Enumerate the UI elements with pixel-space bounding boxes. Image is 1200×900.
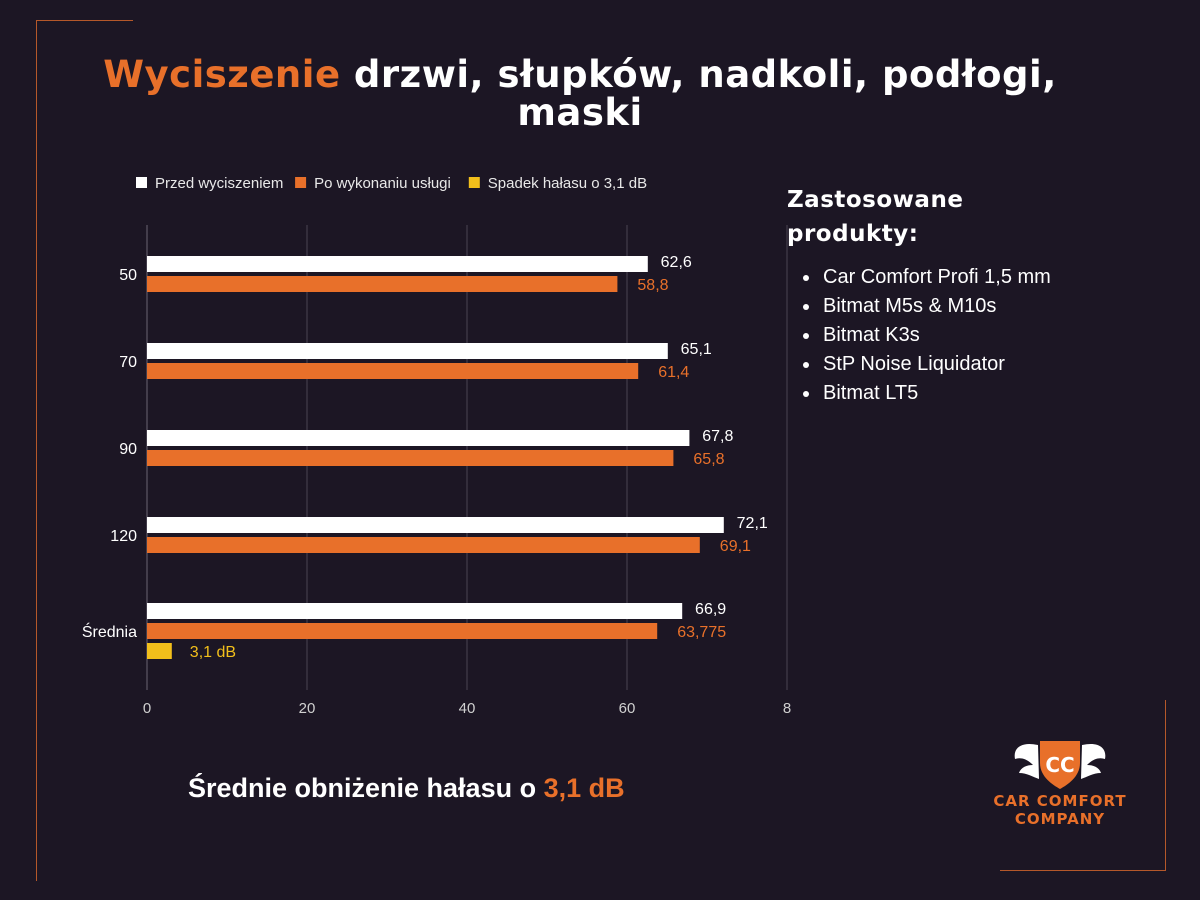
data-label: 65,8 bbox=[693, 451, 724, 468]
data-label: 66,9 bbox=[695, 601, 726, 618]
legend-label: Przed wyciszeniem bbox=[155, 175, 283, 192]
category-label: 50 bbox=[119, 267, 137, 284]
winged-shield-icon: CC bbox=[1014, 741, 1106, 789]
data-bar bbox=[147, 450, 674, 466]
data-label: 58,8 bbox=[637, 277, 668, 294]
page-title: Wyciszenie drzwi, słupków, nadkoli, podł… bbox=[100, 56, 1060, 132]
bar-chart: 0 20 40 60 8 Przed wyciszeniem Po wykonaniu us… bbox=[82, 175, 791, 717]
data-bar bbox=[147, 363, 639, 379]
data-bar bbox=[147, 276, 618, 292]
data-bar bbox=[147, 623, 658, 639]
summary-value: 3,1 dB bbox=[543, 773, 625, 803]
legend-label: Spadek hałasu o 3,1 dB bbox=[488, 175, 647, 192]
data-label: 72,1 bbox=[737, 515, 768, 532]
product-item: StP Noise Liquidator bbox=[803, 350, 1051, 379]
logo-line1: CAR COMFORT bbox=[993, 792, 1127, 810]
logo-line2: COMPANY bbox=[1014, 810, 1106, 828]
data-bar bbox=[147, 537, 700, 553]
summary-label: Średnie obniżenie hałasu o bbox=[188, 773, 544, 803]
category-label: Średnia bbox=[82, 622, 137, 641]
products-list: Car Comfort Profi 1,5 mm Bitmat M5s & M1… bbox=[803, 263, 1051, 408]
x-tick-label: 40 bbox=[459, 700, 476, 717]
data-label: 67,8 bbox=[702, 428, 733, 445]
data-bar bbox=[147, 643, 172, 659]
product-item: Bitmat K3s bbox=[803, 321, 1051, 350]
decorative-frame-top-left bbox=[36, 20, 133, 881]
category-label: 120 bbox=[110, 528, 137, 545]
x-tick-label: 60 bbox=[619, 700, 636, 717]
products-heading: Zastosowane produkty: bbox=[787, 187, 964, 247]
legend-label: Po wykonaniu usługi bbox=[314, 175, 451, 192]
data-label: 3,1 dB bbox=[190, 644, 236, 661]
x-tick-label: 8 bbox=[783, 700, 791, 717]
product-item: Car Comfort Profi 1,5 mm bbox=[803, 263, 1051, 292]
x-tick-label: 20 bbox=[299, 700, 316, 717]
legend-swatch bbox=[136, 177, 147, 188]
data-bar bbox=[147, 430, 690, 446]
summary-text: Średnie obniżenie hałasu o 3,1 dB bbox=[188, 773, 625, 804]
logo-initials: CC bbox=[1045, 753, 1074, 777]
title-rest: drzwi, słupków, nadkoli, podłogi, maski bbox=[340, 53, 1057, 134]
category-label: 90 bbox=[119, 441, 137, 458]
product-item: Bitmat M5s & M10s bbox=[803, 292, 1051, 321]
data-label: 65,1 bbox=[681, 341, 712, 358]
x-tick-label: 0 bbox=[143, 700, 151, 717]
data-label: 69,1 bbox=[720, 538, 751, 555]
decorative-frame-bottom-right bbox=[1000, 700, 1166, 871]
legend-swatch bbox=[295, 177, 307, 188]
data-bar bbox=[147, 343, 668, 359]
product-item: Bitmat LT5 bbox=[803, 379, 1051, 408]
data-label: 61,4 bbox=[658, 364, 689, 381]
data-bar bbox=[147, 603, 683, 619]
data-label: 62,6 bbox=[661, 254, 692, 271]
title-accent: Wyciszenie bbox=[103, 53, 341, 96]
legend-swatch bbox=[468, 177, 480, 188]
data-label: 63,775 bbox=[677, 624, 726, 641]
category-label: 70 bbox=[119, 354, 137, 371]
data-bar bbox=[147, 517, 724, 533]
data-bar bbox=[147, 256, 648, 272]
company-logo: CC CAR COMFORT COMPANY bbox=[975, 735, 1145, 835]
